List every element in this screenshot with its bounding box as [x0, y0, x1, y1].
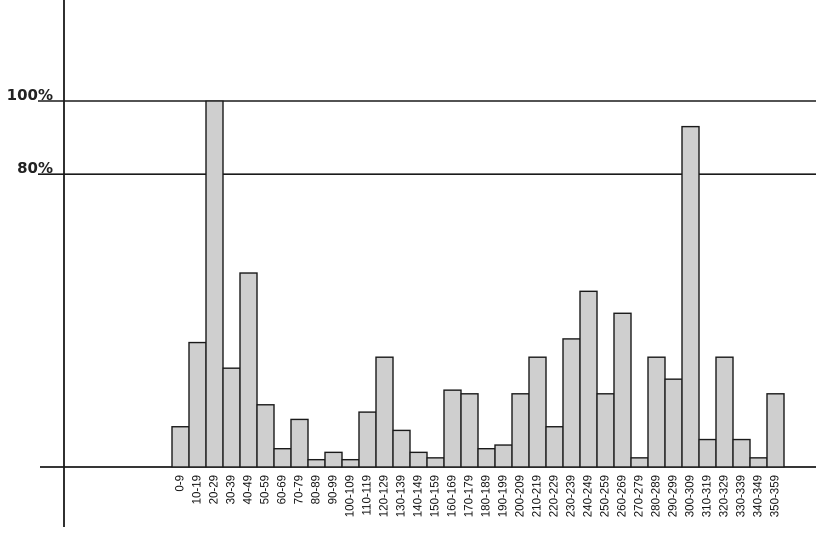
bar-110-119: [358, 411, 377, 468]
x-tick-label-350-359: 350-359: [770, 475, 782, 517]
y-tick-label-80-: 80%: [17, 159, 53, 177]
bar-200-209: [511, 393, 530, 468]
bar-20-29: [205, 100, 224, 468]
x-tick-label-40-49: 40-49: [243, 475, 255, 504]
x-tick-label-110-119: 110-119: [362, 475, 374, 516]
x-tick-labels: 0-9 10-19 20-29 30-39 40-49 50-59 60-69 70-79 80…: [175, 475, 782, 517]
x-tick-label-310-319: 310-319: [702, 475, 714, 517]
x-tick-label-210-219: 210-219: [532, 475, 544, 517]
bar-150-159: [426, 457, 445, 468]
bar-10-19: [188, 341, 207, 468]
x-tick-label-90-99: 90-99: [328, 475, 340, 504]
x-tick-label-130-139: 130-139: [396, 475, 408, 517]
bar-290-299: [664, 378, 683, 468]
bar-140-149: [409, 451, 428, 468]
x-tick-label-20-29: 20-29: [209, 475, 221, 504]
x-tick-label-290-299: 290-299: [668, 475, 680, 517]
bar-90-99: [324, 451, 343, 468]
bar-210-219: [528, 356, 547, 468]
bar-340-349: [749, 457, 768, 468]
x-tick-label-230-239: 230-239: [566, 475, 578, 517]
bar-0-9: [171, 426, 190, 468]
x-tick-label-220-229: 220-229: [549, 475, 561, 517]
x-tick-label-50-59: 50-59: [260, 475, 272, 504]
bar-60-69: [273, 448, 292, 468]
x-tick-label-10-19: 10-19: [192, 475, 204, 504]
bar-330-339: [732, 438, 751, 468]
x-tick-label-330-339: 330-339: [736, 475, 748, 517]
bar-320-329: [715, 356, 734, 468]
bar-190-199: [494, 444, 513, 468]
x-tick-label-250-259: 250-259: [600, 475, 612, 517]
y-tick-label-100-: 100%: [7, 86, 53, 104]
x-tick-label-170-179: 170-179: [464, 475, 476, 517]
x-tick-label-150-159: 150-159: [430, 475, 442, 517]
bars: [171, 100, 785, 468]
bar-170-179: [460, 393, 479, 468]
bar-100-109: [341, 458, 360, 468]
x-tick-label-60-69: 60-69: [277, 475, 289, 504]
bar-240-249: [579, 290, 598, 468]
x-tick-label-70-79: 70-79: [294, 475, 306, 504]
bar-180-189: [477, 448, 496, 468]
bar-230-239: [562, 338, 581, 468]
x-tick-label-140-149: 140-149: [413, 475, 425, 517]
x-tick-label-200-209: 200-209: [515, 475, 527, 517]
x-tick-label-0-9: 0-9: [175, 475, 187, 492]
x-tick-label-120-129: 120-129: [379, 475, 391, 517]
bar-280-289: [647, 356, 666, 468]
bar-350-359: [766, 393, 785, 468]
bar-310-319: [698, 438, 717, 468]
x-tick-label-300-309: 300-309: [685, 475, 697, 517]
x-tick-label-270-279: 270-279: [634, 475, 646, 517]
x-tick-label-320-329: 320-329: [719, 475, 731, 517]
bar-70-79: [290, 418, 309, 468]
bar-160-169: [443, 389, 462, 468]
x-tick-label-260-269: 260-269: [617, 475, 629, 517]
bar-220-229: [545, 426, 564, 468]
x-tick-label-280-289: 280-289: [651, 475, 663, 517]
bar-50-59: [256, 404, 275, 468]
bar-260-269: [613, 312, 632, 468]
bar-120-129: [375, 356, 394, 468]
bar-130-139: [392, 429, 411, 468]
bar-250-259: [596, 393, 615, 468]
bar-40-49: [239, 272, 258, 468]
bar-270-279: [630, 457, 649, 468]
x-tick-label-240-249: 240-249: [583, 475, 595, 517]
x-tick-label-100-109: 100-109: [345, 475, 357, 517]
x-tick-label-180-189: 180-189: [481, 475, 493, 517]
bar-300-309: [681, 125, 700, 468]
x-tick-label-190-199: 190-199: [498, 475, 510, 517]
x-tick-label-340-349: 340-349: [753, 475, 765, 517]
bar-30-39: [222, 367, 241, 468]
x-tick-label-80-89: 80-89: [311, 475, 323, 504]
x-tick-label-30-39: 30-39: [226, 475, 238, 504]
x-tick-label-160-169: 160-169: [447, 475, 459, 517]
bar-80-89: [307, 458, 326, 468]
